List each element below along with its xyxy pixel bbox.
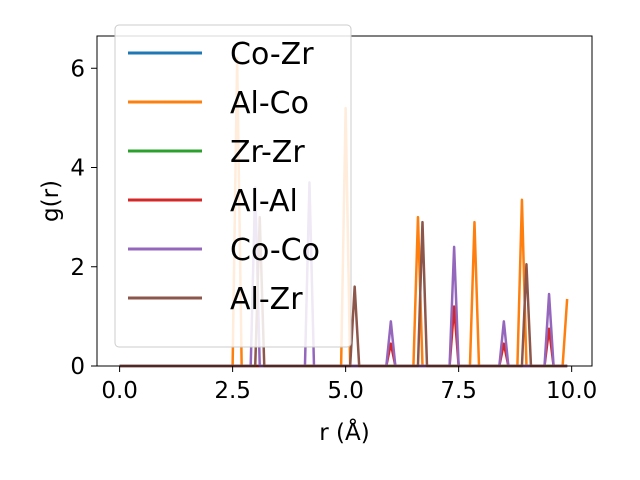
y-tick-label: 0 bbox=[70, 354, 85, 380]
y-axis-label: g(r) bbox=[38, 180, 64, 222]
legend-entry: Co-Co bbox=[230, 233, 320, 268]
y-axis: 0 2 4 6 bbox=[70, 56, 97, 380]
legend-entry: Al-Zr bbox=[230, 282, 303, 317]
legend-entry: Al-Co bbox=[230, 86, 309, 121]
y-tick-label: 6 bbox=[70, 56, 85, 82]
y-tick-label: 4 bbox=[70, 156, 85, 182]
x-tick-label: 5.0 bbox=[327, 378, 364, 404]
x-tick-label: 0.0 bbox=[101, 378, 138, 404]
x-tick-label: 7.5 bbox=[440, 378, 477, 404]
y-tick-label: 2 bbox=[70, 255, 85, 281]
x-axis: 0.0 2.5 5.0 7.5 10.0 bbox=[101, 366, 597, 404]
legend-entry: Co-Zr bbox=[230, 37, 314, 72]
x-axis-label: r (Å) bbox=[319, 418, 369, 446]
x-tick-label: 2.5 bbox=[214, 378, 251, 404]
legend: Co-Zr Al-Co Zr-Zr Al-Al Co-Co Al-Zr bbox=[114, 24, 352, 348]
legend-entry: Al-Al bbox=[230, 184, 298, 219]
legend-entry: Zr-Zr bbox=[230, 135, 305, 170]
x-tick-label: 10.0 bbox=[546, 378, 597, 404]
legend-box bbox=[114, 24, 352, 348]
